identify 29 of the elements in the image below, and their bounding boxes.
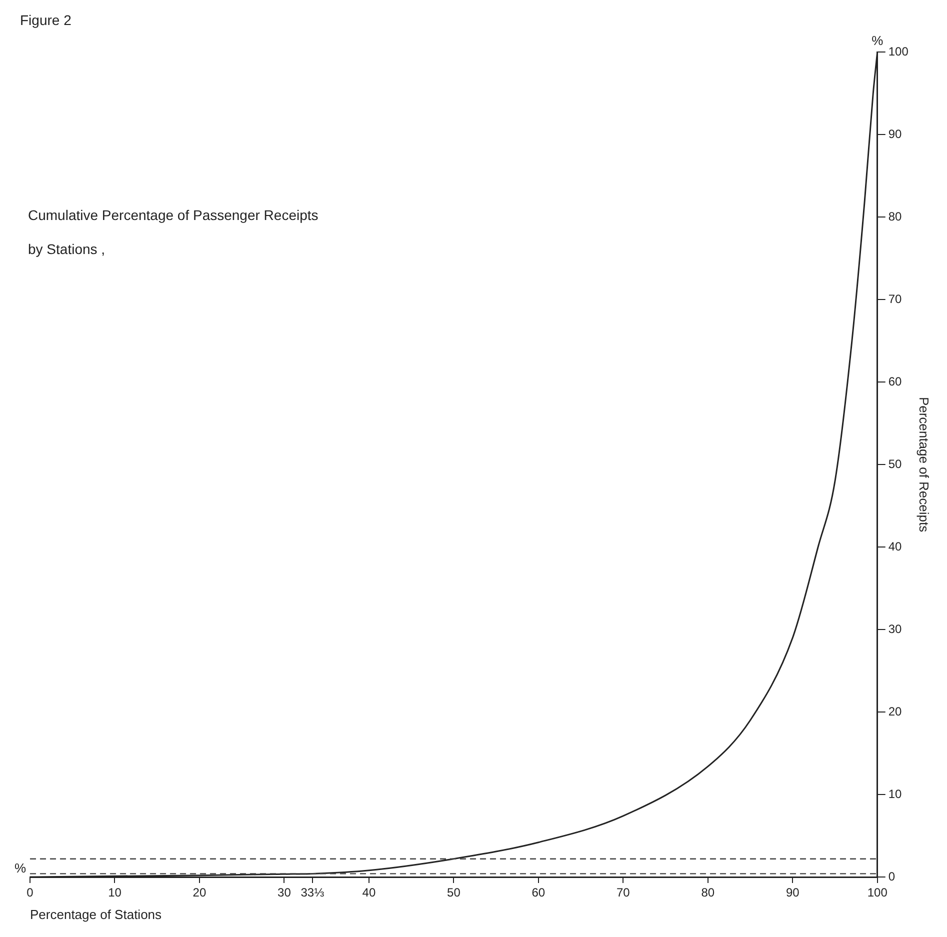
x-tick-label: 60 xyxy=(532,886,546,900)
y-tick-label: 80 xyxy=(888,209,902,224)
y-tick-label: 40 xyxy=(888,539,902,554)
text: Cumulative Percentage of Passenger Receipts by Stations , xyxy=(28,207,318,257)
y-tick-label: 100 xyxy=(888,44,909,58)
y-tick-label: 70 xyxy=(888,292,902,306)
y-tick-label: 20 xyxy=(888,704,902,718)
x-tick-label: 50 xyxy=(447,886,461,900)
y-axis-title: Percentage of Receipts xyxy=(916,396,932,533)
x-tick-label: 40 xyxy=(362,886,376,900)
y-tick-label: 10 xyxy=(888,786,902,801)
x-tick-label: 33⅓ xyxy=(300,886,324,900)
x-tick-label: 30 xyxy=(278,886,292,900)
x-tick-label: 0 xyxy=(26,886,34,900)
x-axis-title: Percentage of Stations xyxy=(30,906,162,922)
y-tick-label: 0 xyxy=(888,869,896,884)
x-tick-label: 20 xyxy=(192,886,206,900)
y-tick-label: 30 xyxy=(888,622,902,636)
y-tick-label: 60 xyxy=(888,374,902,388)
x-tick-label: 70 xyxy=(616,886,630,900)
chart-title: Figure 2 xyxy=(19,11,72,30)
y-tick-label: 90 xyxy=(888,126,902,141)
y-tick-label: 50 xyxy=(888,456,902,471)
text: % xyxy=(872,33,884,48)
x-tick-label: 80 xyxy=(701,886,715,900)
text: % xyxy=(14,860,26,876)
x-tick-label: 10 xyxy=(108,886,122,900)
x-tick-label: 90 xyxy=(786,886,800,900)
x-tick-label: 100 xyxy=(867,886,888,900)
